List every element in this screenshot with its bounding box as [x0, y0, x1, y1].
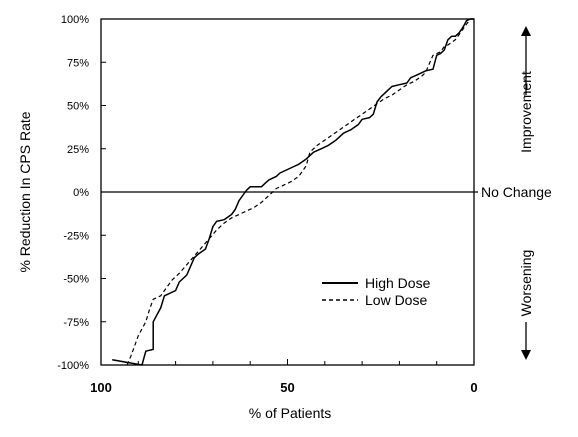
- y-tick-label: -75%: [63, 317, 89, 329]
- y-tick-label: 0%: [73, 187, 89, 199]
- improvement-indicator: Improvement: [518, 26, 534, 153]
- y-tick-label: 100%: [61, 14, 89, 26]
- legend: High Dose Low Dose: [322, 275, 431, 308]
- y-axis-title: % Reduction In CPS Rate: [17, 111, 33, 272]
- series-line-low-dose: [126, 18, 474, 366]
- x-axis-title: % of Patients: [249, 405, 332, 421]
- y-tick-label: 75%: [67, 57, 89, 69]
- worsening-label: Worsening: [518, 250, 534, 317]
- down-arrow-icon: [521, 350, 531, 360]
- y-tick-label: -25%: [63, 230, 89, 242]
- legend-label-low-dose: Low Dose: [365, 292, 427, 308]
- up-arrow-icon: [521, 26, 531, 36]
- x-tick-label: 50: [280, 380, 294, 395]
- worsening-indicator: Worsening: [518, 250, 534, 360]
- improvement-label: Improvement: [518, 71, 534, 153]
- y-tick-label: -50%: [63, 274, 89, 286]
- x-tick-label: 0: [470, 380, 477, 395]
- y-tick-label: 50%: [67, 101, 89, 113]
- plot-area: 100% 75% 50% 25% 0% -25% -50% -75% -100%100 50 0: [57, 14, 478, 395]
- y-tick-label: 25%: [67, 144, 89, 156]
- y-tick-label: -100%: [57, 360, 89, 372]
- x-tick-label: 100: [90, 380, 112, 395]
- no-change-label: No Change: [481, 184, 552, 200]
- legend-label-high-dose: High Dose: [365, 275, 431, 291]
- series-line-high-dose: [112, 18, 474, 366]
